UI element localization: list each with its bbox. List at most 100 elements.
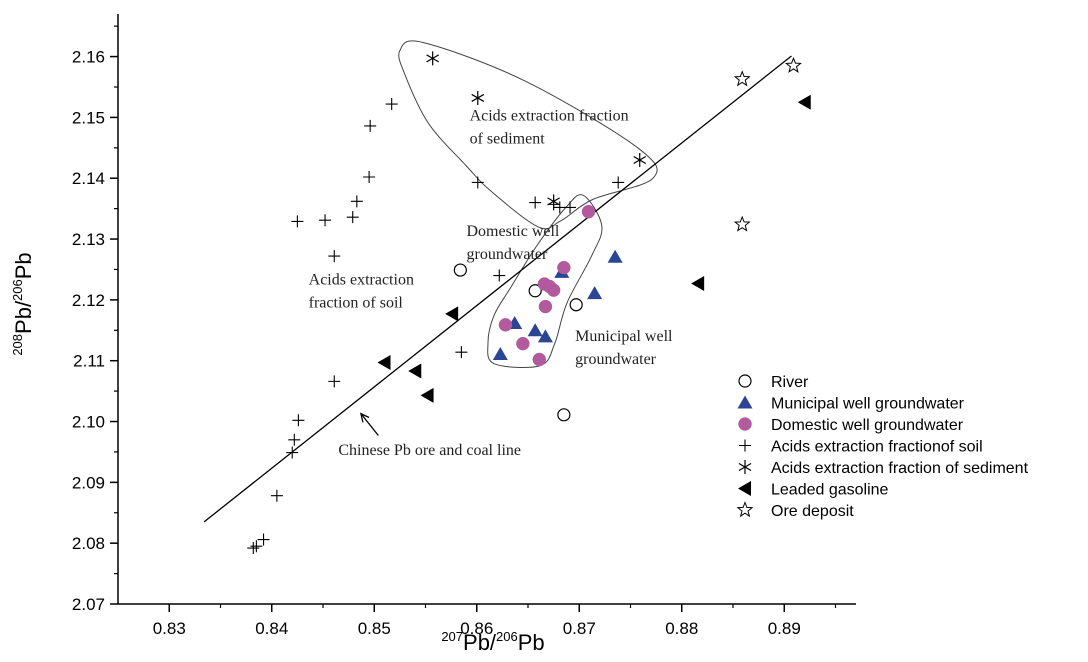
data-point xyxy=(587,286,603,300)
data-point xyxy=(492,347,508,361)
data-point xyxy=(471,176,484,189)
x-tick-label: 0.83 xyxy=(153,619,186,638)
annotation-label: Acids extraction fraction of sediment xyxy=(470,107,629,147)
data-point xyxy=(288,433,301,446)
annotation-arrow xyxy=(360,413,379,436)
data-point xyxy=(328,375,341,388)
data-point xyxy=(569,298,583,312)
legend-item: Acids extraction fraction of sediment xyxy=(738,460,1029,477)
x-tick-label: 0.89 xyxy=(768,619,801,638)
data-point xyxy=(607,249,623,263)
y-tick-label: 2.14 xyxy=(72,169,105,188)
x-title-base1: Pb/ xyxy=(463,630,497,655)
data-point xyxy=(420,387,434,403)
data-point xyxy=(733,70,751,87)
data-point xyxy=(270,489,283,502)
x-axis-title: 207Pb/206Pb xyxy=(441,629,544,655)
legend-label: Leaded gasoline xyxy=(771,482,889,499)
x-title-base2: Pb xyxy=(518,630,545,655)
data-point xyxy=(291,215,304,228)
data-point xyxy=(612,176,625,189)
axes: 0.83 0.84 0.85 0.86 0.87 0.88 0.89 2.07 2.08 2.09… xyxy=(72,14,856,638)
y-tick-label: 2.11 xyxy=(73,352,105,371)
legend-marker xyxy=(736,501,754,518)
legend-marker xyxy=(737,395,753,409)
legend-item: Municipal well groundwater xyxy=(737,395,965,413)
legend-item: River xyxy=(738,374,809,391)
data-point xyxy=(546,283,561,297)
x-title-sup2: 206 xyxy=(496,629,518,644)
y-tick-label: 2.09 xyxy=(72,473,105,492)
data-point xyxy=(797,94,811,110)
data-point xyxy=(471,90,485,105)
data-point xyxy=(498,318,513,332)
series-group xyxy=(498,204,596,367)
enclosure-layer xyxy=(398,40,658,368)
legend-label: Acids extraction fractionof soil xyxy=(771,439,983,456)
x-tick-label: 0.85 xyxy=(358,619,391,638)
data-point xyxy=(257,533,270,546)
data-point xyxy=(328,250,341,263)
annotation-label: Chinese Pb ore and coal line xyxy=(338,442,521,459)
legend-marker xyxy=(738,460,752,474)
data-point xyxy=(493,269,506,282)
series-group xyxy=(426,51,647,209)
y-tick-label: 2.08 xyxy=(72,534,105,553)
arrow-head xyxy=(359,412,370,423)
data-point xyxy=(292,414,305,427)
legend-marker xyxy=(738,481,751,496)
data-point xyxy=(346,211,359,224)
data-point xyxy=(557,260,571,275)
series-group xyxy=(733,56,802,232)
data-point xyxy=(564,201,577,214)
series-group xyxy=(377,94,811,403)
data-point xyxy=(784,56,802,73)
y-tick-label: 2.07 xyxy=(72,595,105,614)
legend: River Municipal well groundwater Domestic … xyxy=(736,374,1029,520)
enclosure-outline xyxy=(487,194,603,368)
legend-label: Ore deposit xyxy=(771,503,854,520)
legend-item: Acids extraction fractionof soil xyxy=(739,439,983,456)
data-point xyxy=(408,363,422,379)
y-tick-label: 2.16 xyxy=(72,48,105,67)
annotation-layer: Acids extraction fraction of sediment Dome… xyxy=(309,107,673,459)
x-tick-label: 0.87 xyxy=(563,619,596,638)
legend-label: Acids extraction fraction of sediment xyxy=(771,460,1029,477)
data-point xyxy=(527,323,543,337)
data-point xyxy=(516,336,530,351)
legend-marker xyxy=(739,439,751,452)
x-tick-label: 0.84 xyxy=(255,619,288,638)
x-tick-label: 0.86 xyxy=(460,619,493,638)
y-tick-label: 2.15 xyxy=(72,108,105,127)
legend-label: River xyxy=(771,374,809,391)
y-title-sup1: 208 xyxy=(10,334,25,356)
data-point xyxy=(633,152,647,167)
series-group xyxy=(247,98,625,555)
data-point xyxy=(455,346,468,359)
legend-item: Domestic well groundwater xyxy=(738,417,964,434)
annotation-label: Municipal well groundwater xyxy=(575,328,673,368)
y-tick-label: 2.12 xyxy=(72,291,105,310)
data-point xyxy=(286,446,299,459)
data-point xyxy=(453,263,467,277)
y-title-sup2: 206 xyxy=(10,279,25,301)
reference-line xyxy=(203,55,792,523)
data-point xyxy=(426,51,440,66)
data-point xyxy=(691,275,705,291)
data-point xyxy=(528,284,542,298)
legend-item: Ore deposit xyxy=(736,501,854,520)
data-point xyxy=(385,98,398,111)
data-point xyxy=(350,195,363,208)
legend-item: Leaded gasoline xyxy=(738,481,889,499)
legend-label: Domestic well groundwater xyxy=(771,417,964,434)
data-point xyxy=(733,215,751,232)
y-axis-title: 208Pb/206Pb xyxy=(10,252,36,355)
data-point xyxy=(547,194,560,209)
data-point xyxy=(377,355,391,371)
data-point xyxy=(553,201,566,214)
data-point xyxy=(364,119,377,132)
data-point xyxy=(581,204,596,219)
y-tick-label: 2.10 xyxy=(72,413,105,432)
data-point xyxy=(319,214,332,227)
